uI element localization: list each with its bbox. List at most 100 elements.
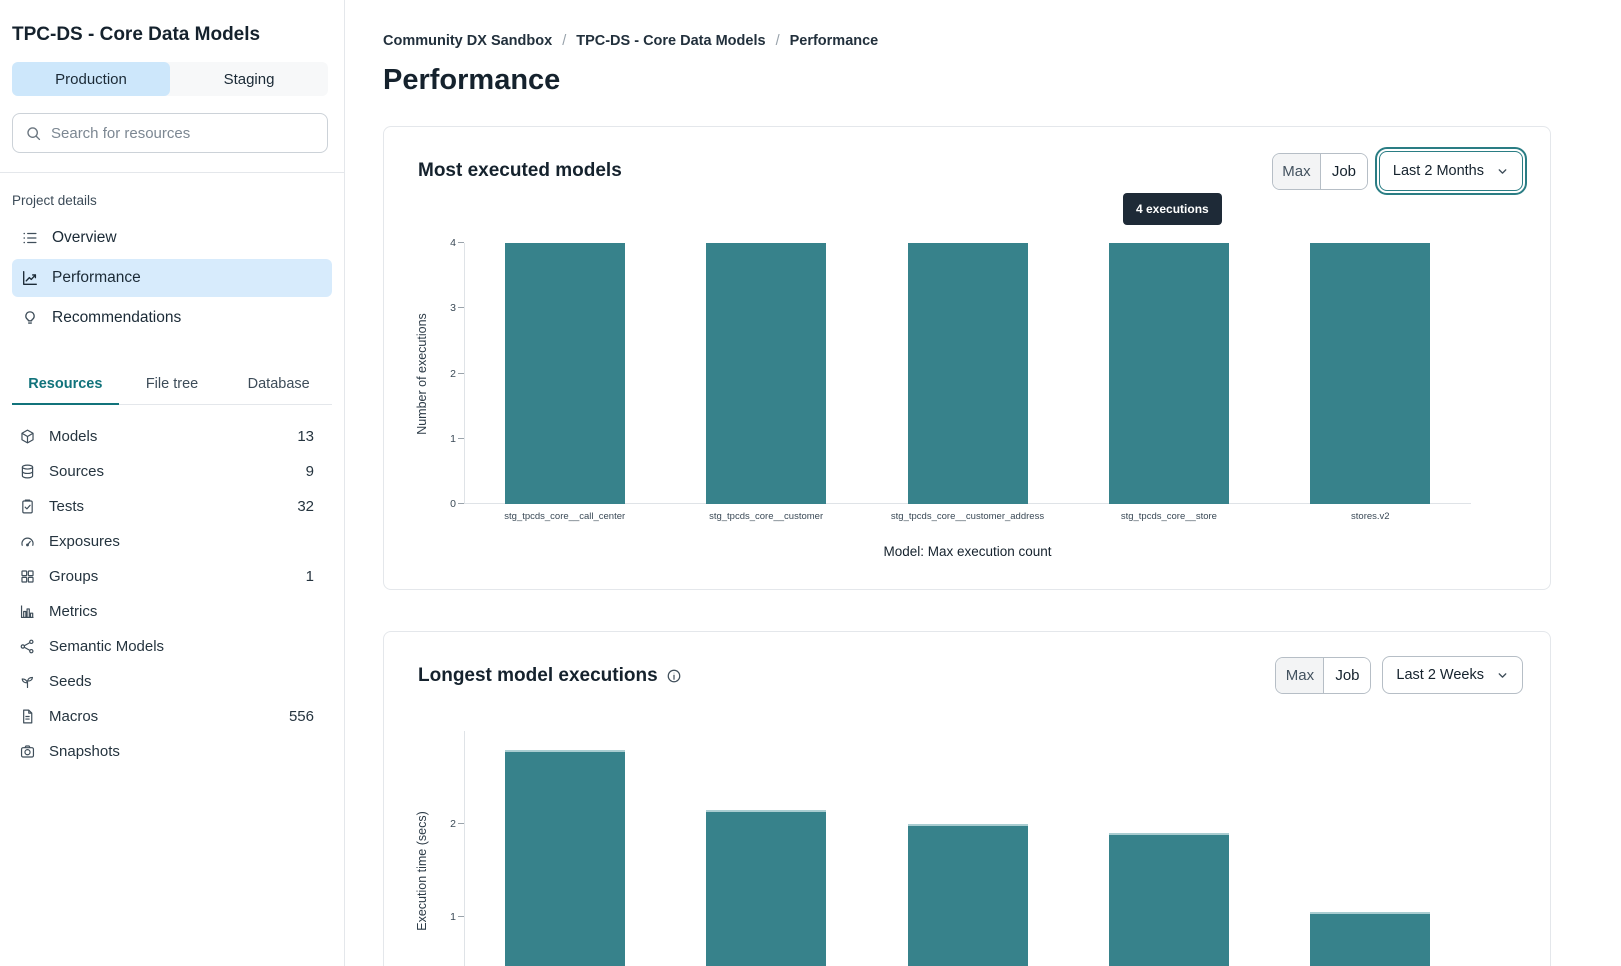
resource-row-macros[interactable]: Macros 556: [12, 699, 332, 734]
bar[interactable]: [706, 810, 827, 966]
staging-tab[interactable]: Staging: [223, 70, 275, 88]
breadcrumb: Community DX Sandbox / TPC-DS - Core Dat…: [383, 33, 1551, 49]
chart-line-icon: [21, 269, 39, 287]
y-tick-mark: [458, 503, 464, 504]
job-toggle-button[interactable]: Job: [1319, 153, 1367, 189]
resource-row-models[interactable]: Models 13: [12, 419, 332, 454]
project-title: TPC-DS - Core Data Models: [12, 24, 261, 45]
y-tick-mark: [458, 242, 464, 243]
bar[interactable]: [706, 243, 827, 504]
resource-row-groups[interactable]: Groups 1: [12, 559, 332, 594]
resource-row-sources[interactable]: Sources 9: [12, 454, 332, 489]
bar[interactable]: [1310, 912, 1431, 966]
y-tick-mark: [458, 437, 464, 439]
info-icon[interactable]: [666, 668, 682, 684]
max-toggle-button[interactable]: Max: [1276, 657, 1324, 693]
chevron-down-icon: [1496, 165, 1509, 178]
bar[interactable]: [907, 824, 1028, 966]
search-box[interactable]: [12, 113, 328, 153]
tab-database[interactable]: Database: [247, 376, 310, 392]
chart-controls: Max Job Last 2 Weeks: [1275, 656, 1523, 694]
resource-count: 32: [297, 498, 314, 515]
production-tab[interactable]: Production: [12, 62, 170, 96]
sidebar-item-performance[interactable]: Performance: [12, 259, 332, 297]
bar[interactable]: [1108, 833, 1229, 966]
sidebar-item-overview[interactable]: Overview: [12, 219, 332, 257]
sidebar-item-label: Overview: [52, 229, 117, 246]
lightbulb-icon: [21, 309, 39, 327]
sidebar-tabs: Resources File tree Database: [12, 367, 332, 405]
aggregate-toggle: Max Job: [1271, 152, 1368, 190]
card-header: Most executed models Max Job Last 2 Mont…: [384, 127, 1550, 196]
max-toggle-button[interactable]: Max: [1272, 153, 1320, 189]
date-range-value: Last 2 Weeks: [1396, 667, 1484, 683]
gauge-icon: [19, 533, 36, 550]
y-axis-line: [464, 243, 465, 504]
y-tick-label: 2: [450, 818, 456, 830]
chart-controls: Max Job Last 2 Months: [1271, 146, 1528, 196]
resource-count: 9: [305, 463, 314, 480]
bar-chart-most-executed: Number of executions Model: Max executio…: [415, 237, 1471, 559]
sidebar-item-recommendations[interactable]: Recommendations: [12, 299, 332, 337]
y-tick-label: 1: [450, 432, 456, 445]
y-tick-mark: [458, 372, 464, 374]
resource-count: 13: [297, 428, 314, 445]
x-tick-label: stg_tpcds_core__call_center: [504, 511, 626, 522]
date-range-dropdown[interactable]: Last 2 Weeks: [1382, 656, 1523, 694]
y-tick-label: 3: [450, 302, 456, 315]
y-tick-mark: [458, 307, 464, 309]
bar[interactable]: [907, 243, 1028, 504]
resource-row-metrics[interactable]: Metrics: [12, 594, 332, 629]
y-axis-title: Number of executions: [415, 312, 429, 435]
grid-icon: [19, 568, 36, 585]
cube-icon: [19, 428, 36, 445]
search-icon: [25, 125, 42, 142]
bar[interactable]: [504, 749, 625, 966]
resource-label: Metrics: [49, 603, 98, 620]
chart-title: Longest model executions: [418, 656, 682, 687]
resource-row-seeds[interactable]: Seeds: [12, 664, 332, 699]
resource-label: Groups: [49, 568, 99, 585]
resource-row-exposures[interactable]: Exposures: [12, 524, 332, 559]
nodes-icon: [19, 638, 36, 655]
resource-list: Models 13 Sources 9 Tests 32 Exposures G…: [12, 419, 332, 769]
x-tick-label: stg_tpcds_core__store: [1120, 511, 1217, 522]
most-executed-models-card: Most executed models Max Job Last 2 Mont…: [383, 126, 1551, 590]
breadcrumb-current: Performance: [789, 33, 879, 49]
breadcrumb-separator: /: [562, 33, 567, 49]
y-tick-mark: [458, 916, 464, 917]
environment-toggle: Production Staging: [12, 62, 328, 96]
file-icon: [19, 708, 36, 725]
tab-resources[interactable]: Resources: [12, 367, 119, 405]
y-tick-label: 1: [450, 911, 456, 923]
date-range-dropdown[interactable]: Last 2 Months: [1374, 146, 1528, 196]
resource-label: Macros: [49, 708, 99, 725]
resource-count: 556: [288, 708, 314, 725]
camera-icon: [19, 743, 36, 760]
resource-row-semantic-models[interactable]: Semantic Models: [12, 629, 332, 664]
chart-title: Most executed models: [418, 160, 622, 181]
bar[interactable]: [1310, 243, 1431, 504]
resource-label: Semantic Models: [49, 638, 165, 655]
x-tick-label: stg_tpcds_core__customer_address: [890, 511, 1045, 522]
x-tick-label: stg_tpcds_core__customer: [709, 511, 824, 522]
job-toggle-button[interactable]: Job: [1323, 657, 1371, 693]
resource-row-snapshots[interactable]: Snapshots: [12, 734, 332, 769]
breadcrumb-link-account[interactable]: Community DX Sandbox: [383, 33, 553, 49]
breadcrumb-separator: /: [775, 33, 780, 49]
longest-model-executions-card: Longest model executions Max Job Last 2 …: [383, 631, 1551, 966]
main-content: Community DX Sandbox / TPC-DS - Core Dat…: [345, 0, 1621, 966]
bar[interactable]: [1108, 243, 1229, 504]
resource-count: 1: [305, 568, 314, 585]
breadcrumb-link-project[interactable]: TPC-DS - Core Data Models: [576, 33, 766, 49]
resource-row-tests[interactable]: Tests 32: [12, 489, 332, 524]
search-input[interactable]: [51, 124, 315, 142]
bar-chart-icon: [19, 603, 36, 620]
sidebar-item-label: Recommendations: [52, 309, 182, 326]
resource-label: Snapshots: [49, 743, 120, 760]
card-header: Longest model executions Max Job Last 2 …: [384, 632, 1550, 694]
tab-file-tree[interactable]: File tree: [145, 376, 199, 392]
bar[interactable]: [504, 243, 625, 504]
clipboard-check-icon: [19, 498, 36, 515]
